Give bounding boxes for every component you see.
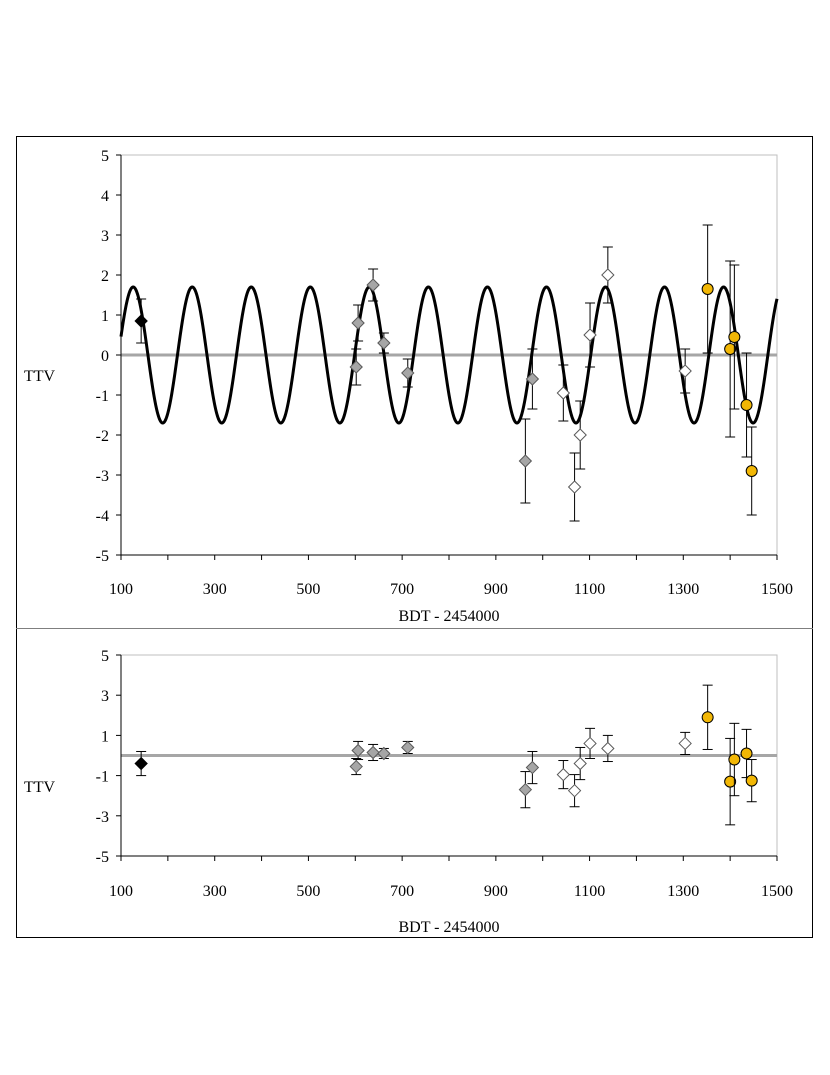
data-point xyxy=(366,745,380,760)
data-point xyxy=(525,372,540,386)
y-axis-title: TTV xyxy=(24,368,56,385)
y-tick-label: 3 xyxy=(101,228,109,245)
data-point xyxy=(701,283,714,295)
y-tick-label: -5 xyxy=(96,849,109,866)
data-point xyxy=(556,767,571,782)
data-point xyxy=(745,465,758,477)
x-tick-label: 700 xyxy=(390,883,414,900)
data-point xyxy=(377,336,391,350)
data-point xyxy=(724,775,737,788)
data-point xyxy=(567,783,582,798)
data-point xyxy=(740,399,753,411)
data-point xyxy=(134,314,148,328)
data-point xyxy=(740,747,753,760)
y-tick-label: 4 xyxy=(101,188,109,205)
figure-frame xyxy=(16,136,813,938)
y-tick-label: -4 xyxy=(96,508,109,525)
x-tick-label: 1300 xyxy=(667,581,699,598)
y-tick-label: 5 xyxy=(101,648,109,665)
data-point xyxy=(349,759,363,774)
data-point xyxy=(573,756,587,771)
y-axis-title: TTV xyxy=(24,779,56,796)
model-curve xyxy=(119,285,779,425)
x-tick-label: 1100 xyxy=(574,883,605,900)
data-point xyxy=(745,774,758,787)
y-tick-label: -3 xyxy=(96,468,109,485)
data-point xyxy=(583,328,597,342)
y-tick-label: 1 xyxy=(101,728,109,745)
data-point xyxy=(351,316,365,330)
data-point xyxy=(583,736,597,751)
x-tick-label: 700 xyxy=(390,581,414,598)
data-point xyxy=(134,756,148,771)
data-point xyxy=(601,741,615,756)
data-point xyxy=(701,711,714,724)
x-tick-label: 900 xyxy=(484,581,508,598)
x-axis-title: BDT - 2454000 xyxy=(398,608,499,625)
x-axis-title: BDT - 2454000 xyxy=(398,919,499,936)
data-point xyxy=(401,740,415,755)
data-point xyxy=(567,480,582,494)
data-point xyxy=(351,743,365,758)
data-point xyxy=(518,782,533,797)
data-point xyxy=(377,746,391,761)
y-tick-label: -3 xyxy=(96,809,109,826)
x-tick-label: 500 xyxy=(296,883,320,900)
data-point xyxy=(518,454,533,468)
data-point xyxy=(728,331,741,343)
x-tick-label: 1100 xyxy=(574,581,605,598)
y-tick-label: 5 xyxy=(101,148,109,165)
x-tick-label: 1300 xyxy=(667,883,699,900)
y-tick-label: -2 xyxy=(96,428,109,445)
x-tick-label: 100 xyxy=(109,581,133,598)
x-tick-label: 1500 xyxy=(761,581,793,598)
y-tick-label: 2 xyxy=(101,268,109,285)
y-tick-label: -5 xyxy=(96,548,109,565)
x-tick-label: 500 xyxy=(296,581,320,598)
panel-divider xyxy=(16,628,813,629)
data-point xyxy=(724,343,737,355)
data-point xyxy=(401,366,415,380)
x-tick-label: 900 xyxy=(484,883,508,900)
data-point xyxy=(366,278,380,292)
data-point xyxy=(556,386,571,400)
y-tick-label: 0 xyxy=(101,348,109,365)
x-tick-label: 1500 xyxy=(761,883,793,900)
y-tick-label: -1 xyxy=(96,769,109,786)
x-tick-label: 100 xyxy=(109,883,133,900)
y-tick-label: 1 xyxy=(101,308,109,325)
y-tick-label: 3 xyxy=(101,688,109,705)
data-point xyxy=(728,753,741,766)
data-point xyxy=(601,268,615,282)
data-point xyxy=(525,760,540,775)
x-tick-label: 300 xyxy=(203,883,227,900)
data-point xyxy=(678,736,692,751)
data-point xyxy=(573,428,587,442)
data-point xyxy=(678,364,692,378)
x-tick-label: 300 xyxy=(203,581,227,598)
y-tick-label: -1 xyxy=(96,388,109,405)
data-point xyxy=(349,360,363,374)
